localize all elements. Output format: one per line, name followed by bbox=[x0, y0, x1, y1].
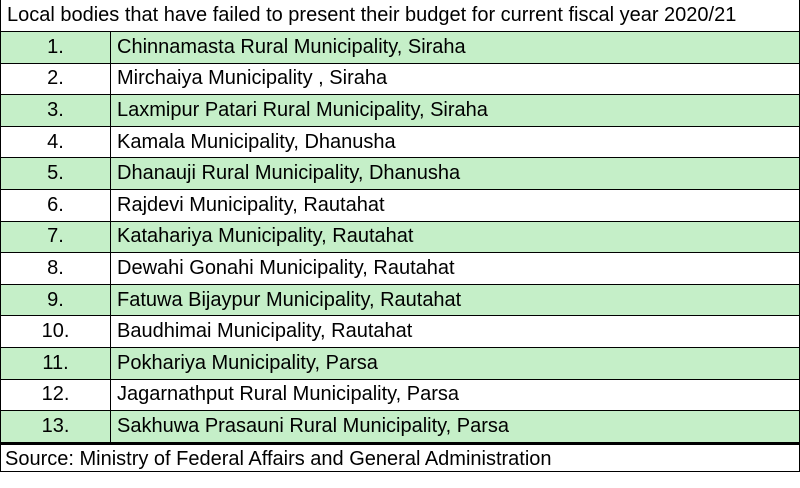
row-number: 4. bbox=[0, 125, 111, 159]
row-number: 2. bbox=[0, 62, 111, 96]
row-number: 5. bbox=[0, 157, 111, 190]
table-row: 9. Fatuwa Bijaypur Municipality, Rautahat bbox=[0, 283, 800, 317]
local-body-name: Baudhimai Municipality, Rautahat bbox=[110, 315, 800, 348]
table-row: 3. Laxmipur Patari Rural Municipality, Si… bbox=[0, 94, 800, 127]
local-body-name: Chinnamasta Rural Municipality, Siraha bbox=[110, 31, 800, 64]
table-row: 13. Sakhuwa Prasauni Rural Municipality, … bbox=[0, 410, 800, 443]
local-body-name: Laxmipur Patari Rural Municipality, Sira… bbox=[110, 94, 800, 127]
local-body-name: Fatuwa Bijaypur Municipality, Rautahat bbox=[110, 283, 800, 317]
local-body-name: Rajdevi Municipality, Rautahat bbox=[110, 188, 800, 222]
local-body-name: Katahariya Municipality, Rautahat bbox=[110, 220, 800, 254]
row-number: 6. bbox=[0, 188, 111, 222]
local-body-name: Pokhariya Municipality, Parsa bbox=[110, 346, 800, 380]
row-number: 9. bbox=[0, 283, 111, 317]
table-row: 5. Dhanauji Rural Municipality, Dhanusha bbox=[0, 157, 800, 190]
local-body-name: Kamala Municipality, Dhanusha bbox=[110, 125, 800, 159]
local-body-name: Jagarnathput Rural Municipality, Parsa bbox=[110, 378, 800, 412]
table-row: 4. Kamala Municipality, Dhanusha bbox=[0, 125, 800, 159]
local-body-name: Mirchaiya Municipality , Siraha bbox=[110, 62, 800, 96]
row-number: 12. bbox=[0, 378, 111, 412]
table-row: 2. Mirchaiya Municipality , Siraha bbox=[0, 62, 800, 96]
row-number: 1. bbox=[0, 31, 111, 64]
table-row: 10. Baudhimai Municipality, Rautahat bbox=[0, 315, 800, 348]
local-body-name: Dewahi Gonahi Municipality, Rautahat bbox=[110, 252, 800, 285]
row-number: 10. bbox=[0, 315, 111, 348]
table-row: 11. Pokhariya Municipality, Parsa bbox=[0, 346, 800, 380]
table-row: 7. Katahariya Municipality, Rautahat bbox=[0, 220, 800, 254]
row-number: 13. bbox=[0, 410, 111, 443]
local-body-name: Sakhuwa Prasauni Rural Municipality, Par… bbox=[110, 410, 800, 443]
table-title: Local bodies that have failed to present… bbox=[0, 0, 800, 31]
table-row: 12. Jagarnathput Rural Municipality, Pars… bbox=[0, 378, 800, 412]
row-number: 11. bbox=[0, 346, 111, 380]
row-number: 7. bbox=[0, 220, 111, 254]
table-row: 1. Chinnamasta Rural Municipality, Siraha bbox=[0, 31, 800, 64]
local-body-name: Dhanauji Rural Municipality, Dhanusha bbox=[110, 157, 800, 190]
table-row: 6. Rajdevi Municipality, Rautahat bbox=[0, 188, 800, 222]
row-number: 3. bbox=[0, 94, 111, 127]
row-number: 8. bbox=[0, 252, 111, 285]
local-bodies-table: 1. Chinnamasta Rural Municipality, Siraha… bbox=[0, 31, 800, 443]
source-note: Source: Ministry of Federal Affairs and … bbox=[0, 442, 800, 472]
table-row: 8. Dewahi Gonahi Municipality, Rautahat bbox=[0, 252, 800, 285]
